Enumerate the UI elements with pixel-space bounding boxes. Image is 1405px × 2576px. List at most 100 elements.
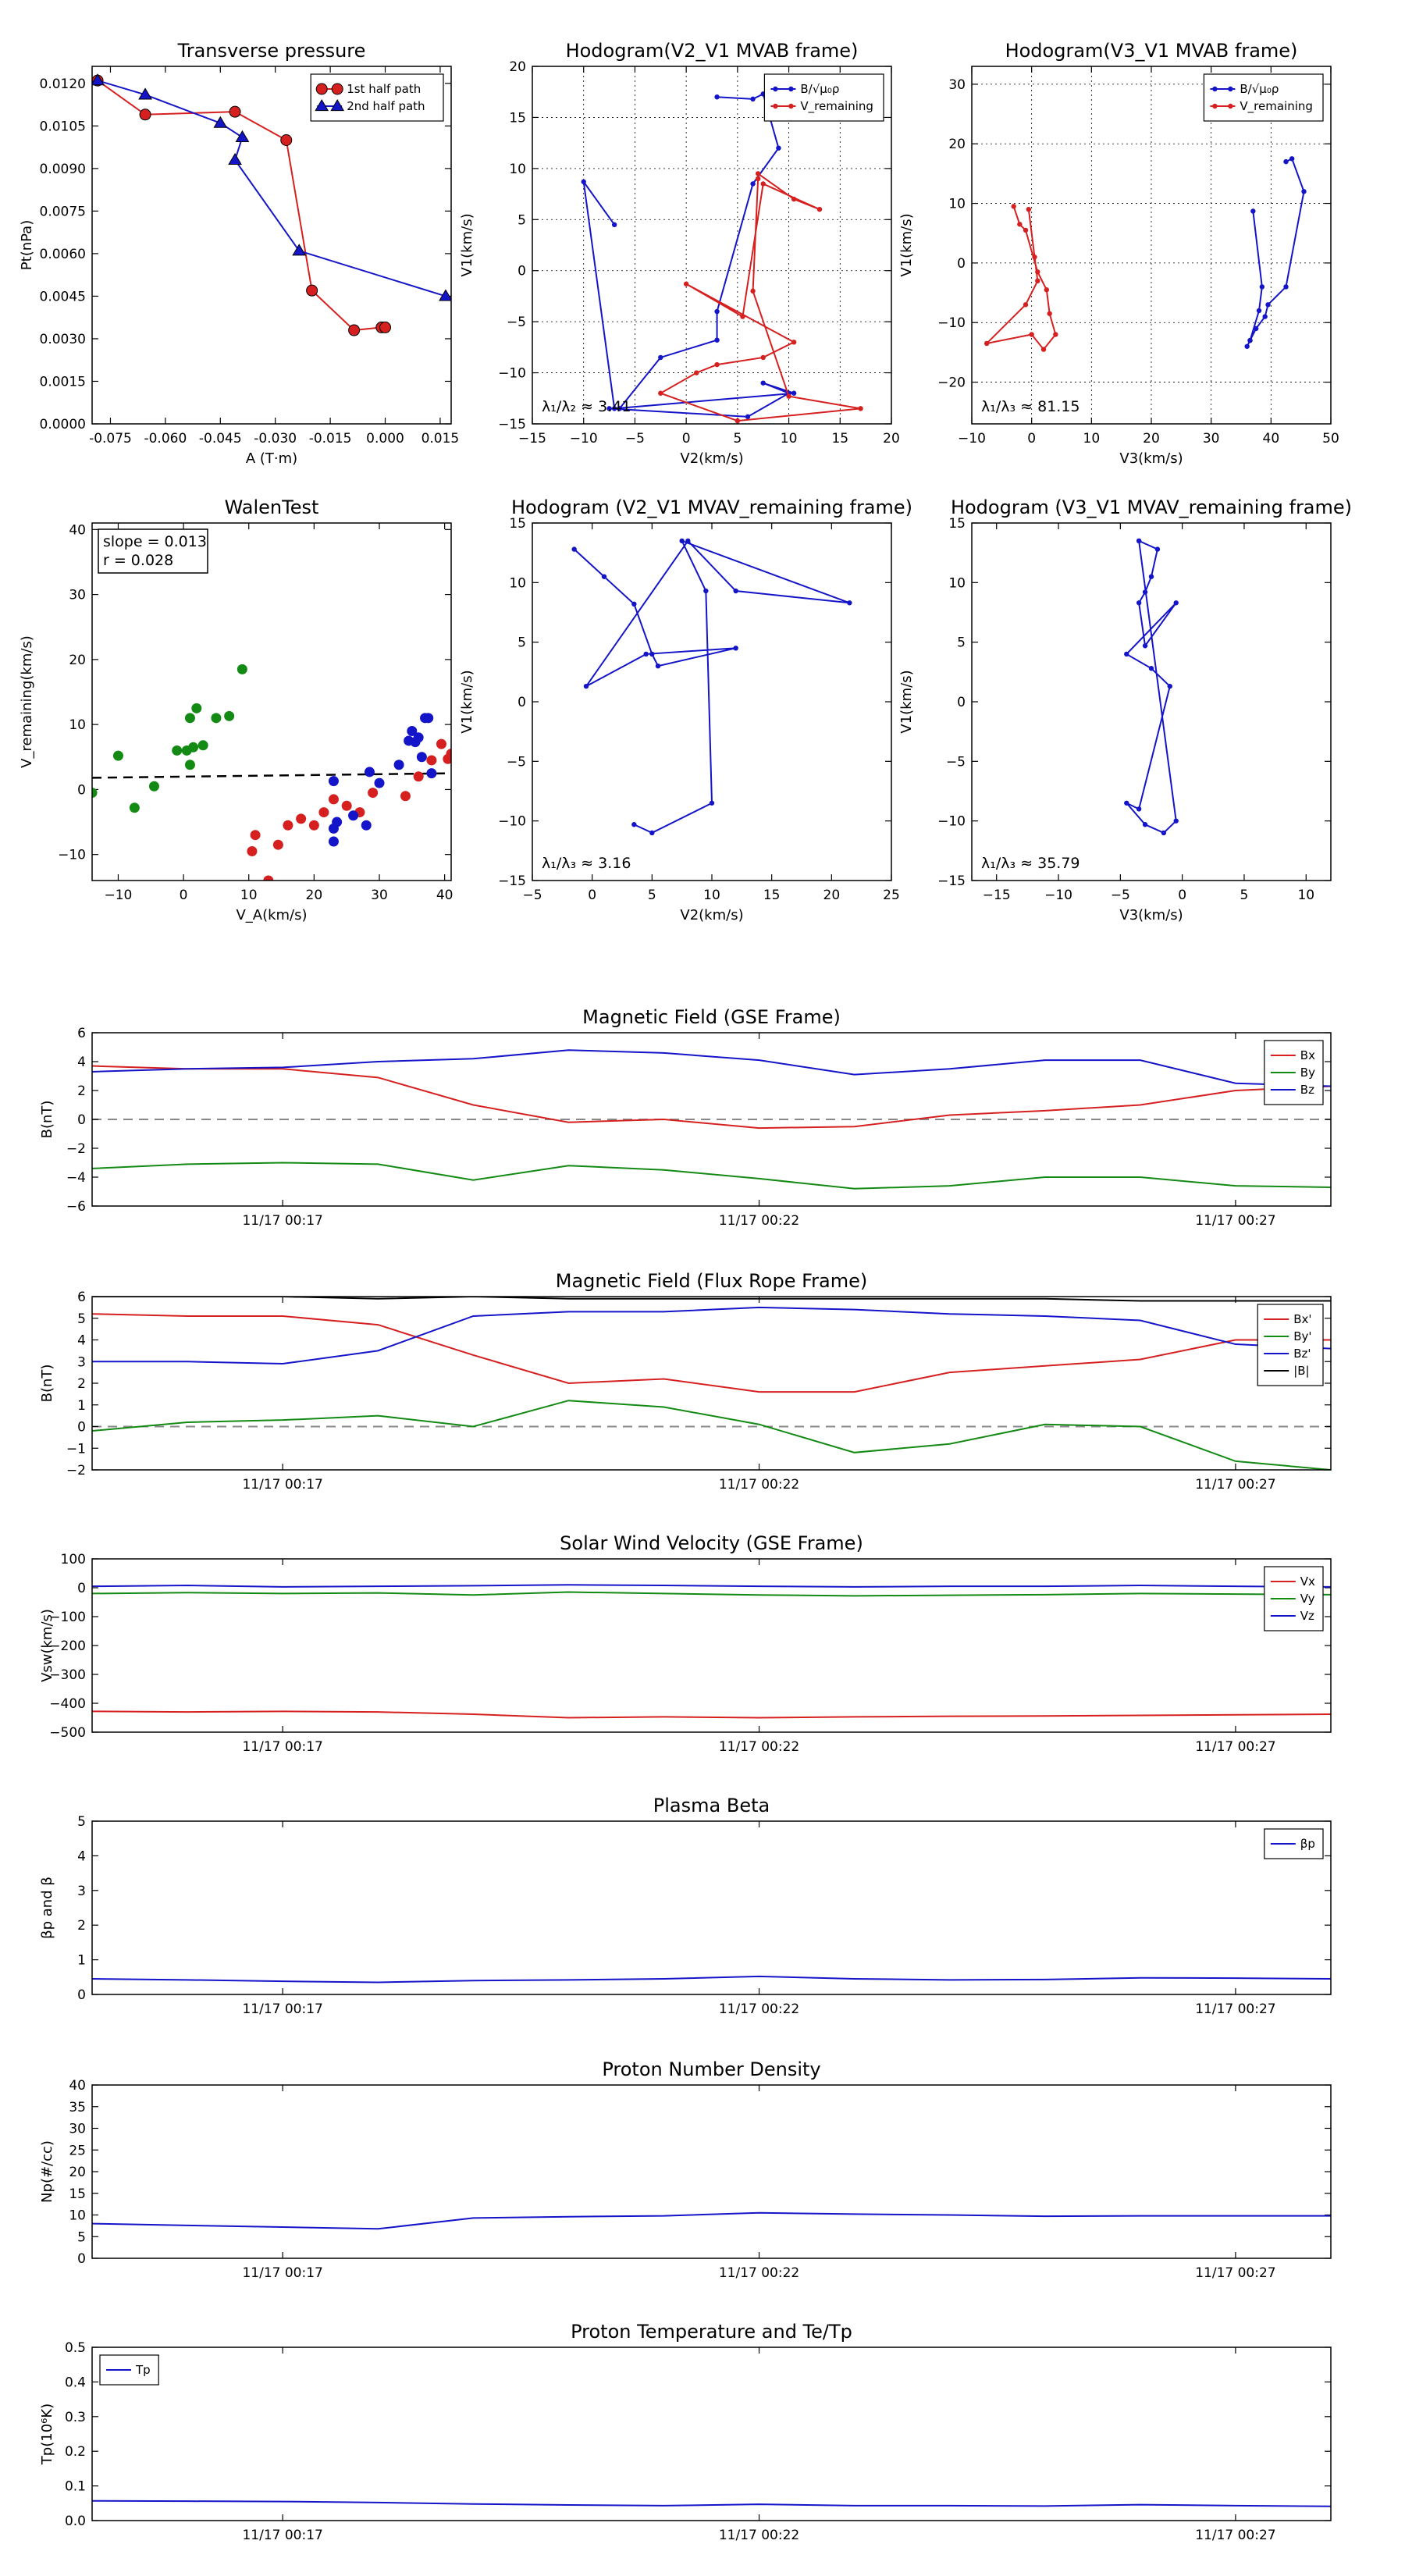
y-tick-label: −100	[49, 1610, 86, 1625]
y-axis-label: Pt(nPa)	[19, 220, 35, 270]
data-point-series-0	[1136, 600, 1142, 606]
series-line-series-0	[92, 2211, 1331, 2230]
x-tick-label: -0.030	[254, 431, 297, 447]
walen-test-chart: WalenTest −10 0 10 20 30 40 −10 0 10 20 30 40 V_A(km/…	[19, 496, 453, 923]
data-point-series-2	[328, 823, 339, 834]
x-tick-label: 11/17 00:17	[242, 1739, 322, 1755]
y-tick-label: 3	[77, 1884, 86, 1899]
data-point-series-2	[328, 776, 339, 787]
y-tick-label: −6	[66, 1199, 86, 1215]
legend-box	[1257, 1304, 1324, 1386]
data-point-2nd-half-path	[292, 244, 307, 256]
data-point-series-1	[318, 807, 329, 818]
y-tick-label: 0	[518, 264, 526, 279]
y-axis-label: B(nT)	[39, 1101, 55, 1139]
data-point-series-1	[283, 820, 293, 831]
legend-label: βp	[1300, 1837, 1315, 1851]
data-point-series-2	[328, 836, 339, 847]
legend-label: Vx	[1300, 1574, 1315, 1589]
data-point-series-0	[703, 588, 709, 594]
data-point-b	[1262, 314, 1268, 319]
y-tick-label: 20	[948, 137, 966, 152]
x-tick-label: 10	[1297, 888, 1314, 903]
data-point-b	[611, 406, 617, 411]
legend-marker	[788, 86, 794, 92]
data-point-series-1	[446, 749, 451, 760]
data-point-1st-half-path	[379, 321, 392, 333]
y-axis-label: βp and β	[39, 1877, 55, 1939]
x-tick-label: 25	[883, 888, 900, 903]
y-tick-label: 10	[69, 2208, 86, 2224]
plot-area	[92, 2500, 1331, 2507]
data-point-v-remaining	[1032, 254, 1037, 260]
data-point-series-1	[436, 738, 446, 749]
y-tick-label: 3	[77, 1354, 86, 1370]
legend-box	[310, 73, 444, 122]
chart-title: Transverse pressure	[177, 40, 366, 62]
y-tick-label: −2	[66, 1463, 86, 1478]
data-point-v-remaining	[1011, 204, 1016, 209]
data-point-series-0	[1173, 600, 1179, 606]
data-point-v-remaining	[1044, 287, 1050, 293]
data-point-v-remaining	[755, 176, 761, 182]
legend-marker	[1212, 103, 1218, 109]
data-point-series-1	[250, 830, 261, 841]
data-point-series-0	[211, 713, 222, 724]
series-line-by	[92, 1400, 1331, 1470]
data-point-series-2	[416, 752, 427, 763]
x-axis-label: A (T·m)	[246, 450, 297, 467]
y-tick-label: 100	[61, 1552, 86, 1567]
data-point-v-remaining	[1023, 227, 1029, 233]
data-point-series-0	[733, 588, 738, 594]
data-point-series-2	[364, 767, 375, 777]
x-tick-label: 11/17 00:27	[1195, 1213, 1275, 1229]
plot-area	[581, 91, 863, 424]
x-tick-label: 11/17 00:27	[1195, 1477, 1275, 1493]
legend: Bx By Bz	[1264, 1040, 1324, 1105]
data-point-b	[611, 222, 617, 228]
data-point-series-0	[224, 710, 235, 721]
y-tick-label: 1	[77, 1398, 86, 1414]
axes-frame	[91, 1558, 1332, 1733]
y-axis-label: V1(km/s)	[459, 213, 475, 276]
legend-label: Bz	[1300, 1083, 1314, 1097]
x-tick-label: 20	[306, 888, 323, 903]
x-axis-label: V3(km/s)	[1119, 450, 1183, 467]
y-tick-label: −5	[507, 754, 526, 770]
stats-line: r = 0.028	[103, 552, 173, 569]
data-point-series-1	[400, 791, 411, 802]
hodogram-v3v1-mvav-chart: Hodogram (V3_V1 MVAV_remaining frame) −15…	[898, 496, 1352, 923]
data-point-2nd-half-path	[228, 152, 242, 165]
x-tick-label: 11/17 00:22	[719, 1739, 799, 1755]
x-tick-label: −10	[958, 431, 986, 447]
y-tick-label: −5	[507, 315, 526, 330]
y-tick-label: 40	[69, 522, 86, 538]
data-point-series-0	[1148, 666, 1154, 671]
y-tick-label: 15	[509, 110, 526, 126]
series-line-bx	[92, 1313, 1331, 1393]
chart-title: Proton Temperature and Te/Tp	[571, 2321, 852, 2343]
y-axis-label: Np(#/cc)	[39, 2140, 55, 2203]
x-tick-label: 20	[823, 888, 841, 903]
magnetic-field-gse-chart: Magnetic Field (GSE Frame) 11/17 00:17 11/…	[39, 1006, 1332, 1229]
data-point-v-remaining	[1040, 347, 1047, 352]
data-point-series-1	[247, 846, 258, 857]
axes-frame	[91, 2084, 1332, 2259]
data-point-series-0	[191, 703, 202, 713]
legend: Bx' By' Bz' |B|	[1257, 1304, 1324, 1386]
data-point-v-remaining	[1053, 332, 1058, 337]
data-point-1st-half-path	[229, 105, 241, 118]
chart-title: Magnetic Field (Flux Rope Frame)	[556, 1270, 867, 1292]
legend: Vx Vy Vz	[1264, 1566, 1324, 1631]
data-point-series-0	[583, 683, 589, 689]
data-point-series-0	[649, 830, 655, 836]
x-tick-label: 10	[240, 888, 258, 903]
data-point-b	[1289, 156, 1295, 162]
x-tick-label: 15	[831, 431, 848, 447]
y-tick-label: 40	[69, 2078, 86, 2094]
y-axis-label: Tp(10⁶K)	[39, 2403, 55, 2465]
data-point-b	[606, 406, 612, 411]
data-point-series-0	[129, 802, 140, 813]
series-line-series-0	[1125, 539, 1177, 834]
x-tick-label: 40	[1263, 431, 1280, 447]
